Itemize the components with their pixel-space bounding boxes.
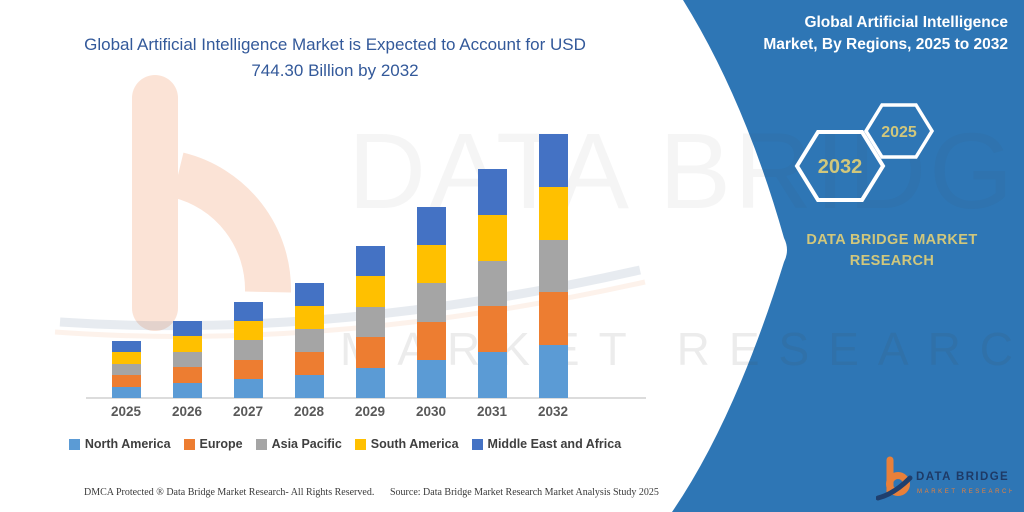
x-tick-2026: 2026 bbox=[171, 404, 203, 419]
bar-2029 bbox=[355, 246, 385, 398]
legend-swatch-icon bbox=[255, 438, 267, 450]
legend-item-middle-east-and-africa: Middle East and Africa bbox=[471, 437, 622, 451]
bar-segment-asia-pacific bbox=[477, 260, 507, 307]
legend-item-europe: Europe bbox=[183, 437, 243, 451]
chart-title-line2: 744.30 Billion by 2032 bbox=[251, 61, 419, 81]
brand-text-line2: RESEARCH bbox=[849, 253, 935, 270]
x-tick-2025: 2025 bbox=[110, 404, 142, 419]
legend-label: South America bbox=[370, 437, 459, 451]
logo-swoosh-icon bbox=[876, 475, 913, 501]
bar-segment-asia-pacific bbox=[111, 363, 141, 376]
legend-label: North America bbox=[84, 437, 171, 451]
bar-2026 bbox=[172, 321, 202, 398]
bar-segment-north-america bbox=[477, 352, 507, 398]
source-note: Source: Data Bridge Market Research Mark… bbox=[390, 487, 659, 498]
year-hexagons: 2032 2025 bbox=[794, 103, 935, 202]
legend-label: Asia Pacific bbox=[271, 437, 342, 451]
dmca-notice: DMCA Protected ® Data Bridge Market Rese… bbox=[84, 487, 375, 498]
hexagon-2032-outline bbox=[794, 130, 886, 202]
x-tick-2028: 2028 bbox=[293, 404, 325, 419]
hexagon-2032-label: 2032 bbox=[818, 156, 863, 178]
legend-item-south-america: South America bbox=[354, 437, 459, 451]
bar-segment-north-america bbox=[233, 378, 263, 398]
dbmr-logo: DATA BRIDGE MARKET RESEARCH bbox=[876, 456, 1012, 501]
bar-segment-asia-pacific bbox=[294, 328, 324, 352]
panel-header-line1: Global Artificial Intelligence bbox=[804, 14, 1008, 31]
bar-2025 bbox=[111, 341, 141, 398]
hexagon-2025-label: 2025 bbox=[881, 124, 917, 141]
bar-segment-europe bbox=[294, 351, 324, 375]
bar-segment-south-america bbox=[294, 305, 324, 329]
x-tick-2029: 2029 bbox=[354, 404, 386, 419]
bar-segment-middle-east-and-africa bbox=[233, 302, 263, 322]
chart-title-line1: Global Artificial Intelligence Market is… bbox=[84, 35, 586, 54]
legend-swatch-icon bbox=[183, 438, 195, 450]
bar-segment-middle-east-and-africa bbox=[111, 341, 141, 353]
bar-segment-north-america bbox=[416, 359, 446, 398]
bar-2027 bbox=[233, 302, 263, 398]
bar-segment-south-america bbox=[111, 352, 141, 364]
bar-segment-europe bbox=[477, 306, 507, 353]
bar-segment-south-america bbox=[355, 276, 385, 307]
bar-segment-middle-east-and-africa bbox=[538, 134, 568, 187]
brand-text-line1: DATA BRIDGE MARKET bbox=[806, 232, 978, 248]
bar-segment-middle-east-and-africa bbox=[416, 207, 446, 246]
x-tick-2030: 2030 bbox=[415, 404, 447, 419]
bar-segment-south-america bbox=[172, 336, 202, 352]
bar-segment-asia-pacific bbox=[416, 283, 446, 322]
bar-2030 bbox=[416, 207, 446, 398]
legend-swatch-icon bbox=[471, 438, 483, 450]
bar-segment-north-america bbox=[355, 367, 385, 398]
legend-swatch-icon bbox=[68, 438, 80, 450]
bar-segment-europe bbox=[416, 321, 446, 360]
brand-text: DATA BRIDGE MARKET RESEARCH bbox=[788, 230, 996, 272]
bar-segment-middle-east-and-africa bbox=[172, 321, 202, 337]
legend-label: Europe bbox=[199, 437, 243, 451]
bar-segment-middle-east-and-africa bbox=[355, 246, 385, 277]
bar-segment-south-america bbox=[538, 186, 568, 240]
bar-segment-south-america bbox=[477, 214, 507, 261]
legend-item-north-america: North America bbox=[68, 437, 171, 451]
legend-swatch-icon bbox=[354, 438, 366, 450]
chart-legend: North America Europe Asia Pacific South Ame… bbox=[68, 437, 621, 451]
x-tick-2032: 2032 bbox=[537, 404, 569, 419]
datab-logo-watermark bbox=[54, 75, 646, 339]
panel-header: Global Artificial Intelligence Market, B… bbox=[722, 12, 1008, 57]
legend-label: Middle East and Africa bbox=[487, 437, 622, 451]
bar-segment-asia-pacific bbox=[355, 306, 385, 338]
bar-2031 bbox=[477, 169, 507, 398]
bar-segment-europe bbox=[355, 337, 385, 368]
bar-segment-north-america bbox=[538, 345, 568, 398]
bar-2032 bbox=[538, 134, 568, 398]
bar-segment-south-america bbox=[233, 321, 263, 341]
bar-segment-north-america bbox=[172, 382, 202, 398]
bar-segment-north-america bbox=[294, 374, 324, 398]
x-axis-line bbox=[86, 397, 646, 399]
legend-item-asia-pacific: Asia Pacific bbox=[255, 437, 342, 451]
bar-segment-asia-pacific bbox=[538, 239, 568, 293]
logo-tagline: MARKET RESEARCH bbox=[917, 489, 1012, 495]
chart-title: Global Artificial Intelligence Market is… bbox=[70, 32, 600, 85]
panel-header-line2: Market, By Regions, 2025 to 2032 bbox=[763, 36, 1008, 54]
bar-segment-middle-east-and-africa bbox=[477, 169, 507, 215]
bar-segment-north-america bbox=[111, 386, 141, 398]
bar-segment-south-america bbox=[416, 245, 446, 284]
hexagon-2025-outline bbox=[863, 103, 935, 159]
bar-segment-asia-pacific bbox=[172, 351, 202, 368]
bar-segment-europe bbox=[172, 367, 202, 383]
x-tick-2031: 2031 bbox=[476, 404, 508, 419]
bar-2028 bbox=[294, 282, 324, 398]
bar-segment-middle-east-and-africa bbox=[294, 282, 324, 306]
bar-segment-europe bbox=[233, 359, 263, 379]
logo-name: DATA BRIDGE bbox=[916, 471, 1009, 483]
bar-segment-europe bbox=[538, 292, 568, 346]
x-tick-2027: 2027 bbox=[232, 404, 264, 419]
bar-segment-europe bbox=[111, 375, 141, 387]
bar-segment-asia-pacific bbox=[233, 340, 263, 360]
